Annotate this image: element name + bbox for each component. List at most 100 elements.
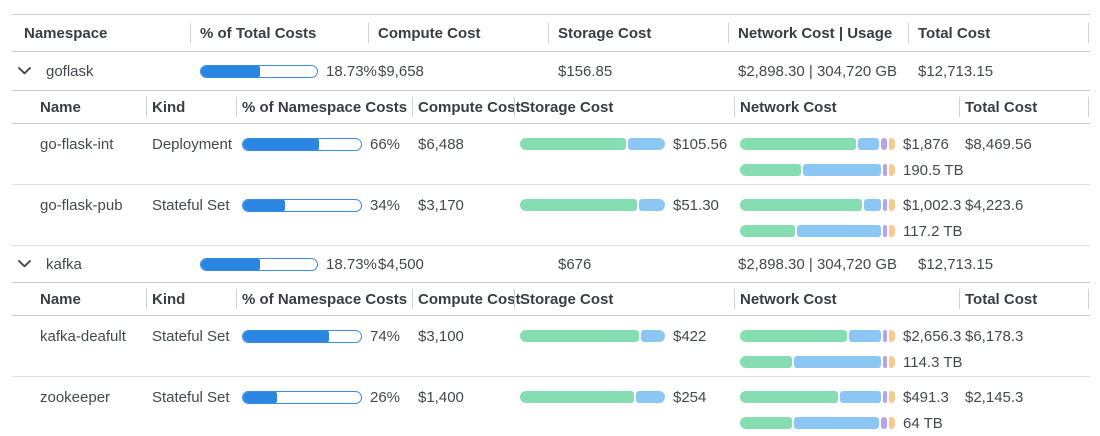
pct-of-total-bar-fill bbox=[201, 258, 261, 270]
bar-segment-green bbox=[740, 138, 857, 150]
bar-segment-blue bbox=[794, 356, 881, 368]
bar-segment-blue bbox=[640, 330, 665, 342]
network-usage-value: 64 TB bbox=[903, 414, 943, 432]
col-compute-cost: Compute Cost bbox=[418, 98, 521, 116]
col-storage-cost: Storage Cost bbox=[520, 290, 614, 308]
bar-segment-green bbox=[740, 164, 802, 176]
pct-of-namespace-bar-fill bbox=[243, 199, 286, 211]
storage-cost-value: $105.56 bbox=[673, 135, 728, 153]
network-cost-value: $2,656.3 bbox=[903, 327, 962, 345]
header-divider bbox=[190, 23, 191, 43]
workload-kind: Stateful Set bbox=[152, 327, 230, 345]
bar-segment-blue bbox=[840, 391, 881, 403]
network-cost-bar bbox=[740, 199, 895, 211]
namespace-compute-cost: $9,658 bbox=[378, 62, 424, 80]
namespace-row-goflask[interactable]: goflask 18.73% $9,658 $156.85 $2,898.30 … bbox=[12, 52, 1090, 90]
bar-segment-orange bbox=[889, 138, 895, 150]
pct-of-namespace-bar-fill bbox=[243, 138, 319, 150]
workload-row-go-flask-pub[interactable]: go-flask-pub Stateful Set 34% $3,170 $51… bbox=[12, 185, 1090, 246]
workload-kind: Stateful Set bbox=[152, 196, 230, 214]
storage-cost-bar bbox=[520, 391, 665, 403]
network-usage-value: 117.2 TB bbox=[903, 222, 963, 240]
bar-segment-orange bbox=[889, 330, 895, 342]
namespace-row-kafka[interactable]: kafka 18.73% $4,500 $676 $2,898.30 | 304… bbox=[12, 246, 1090, 282]
col-total-cost: Total Cost bbox=[965, 98, 1038, 116]
namespace-total-cost: $12,713.15 bbox=[918, 62, 994, 80]
pct-of-namespace-bar-fill bbox=[243, 391, 278, 403]
bar-segment-orange bbox=[889, 356, 895, 368]
header-divider bbox=[734, 289, 735, 309]
header-divider bbox=[146, 289, 147, 309]
namespace-name: goflask bbox=[46, 62, 94, 80]
pct-of-namespace-value: 34% bbox=[370, 196, 401, 214]
pct-of-namespace-value: 74% bbox=[370, 327, 401, 345]
col-pct-total-costs: % of Total Costs bbox=[200, 24, 317, 42]
bar-segment-green bbox=[740, 391, 839, 403]
network-usage-bar bbox=[740, 417, 895, 429]
col-name: Name bbox=[40, 98, 81, 116]
storage-cost-bar bbox=[520, 330, 665, 342]
chevron-down-icon[interactable] bbox=[18, 52, 31, 90]
network-cost-value: $1,002.3 bbox=[903, 196, 962, 214]
pct-of-total-value: 18.73% bbox=[326, 255, 377, 273]
workload-compute-cost: $1,400 bbox=[418, 388, 464, 406]
namespace-table-header: Namespace % of Total Costs Compute Cost … bbox=[12, 14, 1090, 52]
col-total-cost: Total Cost bbox=[965, 290, 1038, 308]
workload-row-zookeeper[interactable]: zookeeper Stateful Set 26% $1,400 $254 bbox=[12, 377, 1090, 436]
namespace-storage-cost: $676 bbox=[558, 255, 592, 273]
bar-segment-purple bbox=[881, 138, 888, 150]
bar-segment-orange bbox=[889, 199, 895, 211]
bar-segment-blue bbox=[797, 225, 881, 237]
network-cost-bar bbox=[740, 391, 895, 403]
storage-cost-value: $254 bbox=[673, 388, 707, 406]
header-divider bbox=[514, 289, 515, 309]
network-cost-bar bbox=[740, 330, 895, 342]
bar-segment-green bbox=[520, 199, 638, 211]
pct-of-total-bar-fill bbox=[201, 65, 261, 77]
col-network-cost: Network Cost bbox=[740, 290, 837, 308]
header-divider bbox=[236, 97, 237, 117]
bar-segment-orange bbox=[889, 225, 895, 237]
storage-cost-bar bbox=[520, 138, 665, 150]
storage-cost-value: $51.30 bbox=[673, 196, 719, 214]
storage-cost-bar bbox=[520, 199, 665, 211]
network-cost-bar bbox=[740, 138, 895, 150]
pct-of-namespace-bar bbox=[242, 198, 362, 212]
pct-of-total-value: 18.73% bbox=[326, 62, 377, 80]
header-divider bbox=[1088, 289, 1089, 309]
network-usage-bar bbox=[740, 356, 895, 368]
col-kind: Kind bbox=[152, 98, 186, 116]
col-pct-namespace: % of Namespace Costs bbox=[242, 98, 408, 116]
bar-segment-orange bbox=[889, 164, 895, 176]
col-network-cost: Network Cost bbox=[740, 98, 837, 116]
col-name: Name bbox=[40, 290, 81, 308]
bar-segment-green bbox=[520, 330, 639, 342]
workload-compute-cost: $6,488 bbox=[418, 135, 464, 153]
bar-segment-purple bbox=[882, 391, 888, 403]
header-divider bbox=[548, 23, 549, 43]
header-divider bbox=[368, 23, 369, 43]
namespace-network-cost-usage: $2,898.30 | 304,720 GB bbox=[738, 255, 898, 273]
chevron-down-icon[interactable] bbox=[18, 246, 31, 282]
header-divider bbox=[514, 97, 515, 117]
col-network-cost-usage: Network Cost | Usage bbox=[738, 24, 893, 42]
header-divider bbox=[959, 289, 960, 309]
bar-segment-purple bbox=[882, 199, 888, 211]
network-usage-value: 190.5 TB bbox=[903, 161, 964, 179]
col-storage-cost: Storage Cost bbox=[558, 24, 652, 42]
pct-of-namespace-bar bbox=[242, 329, 362, 343]
header-divider bbox=[1088, 23, 1089, 43]
workload-total-cost: $6,178.3 bbox=[965, 327, 1024, 345]
workload-row-kafka-deafult[interactable]: kafka-deafult Stateful Set 74% $3,100 $4… bbox=[12, 316, 1090, 377]
namespace-compute-cost: $4,500 bbox=[378, 255, 424, 273]
workload-name: go-flask-int bbox=[40, 135, 114, 153]
workload-row-go-flask-int[interactable]: go-flask-int Deployment 66% $6,488 $105.… bbox=[12, 124, 1090, 185]
bar-segment-purple bbox=[882, 356, 888, 368]
bar-segment-purple bbox=[882, 164, 888, 176]
workload-name: go-flask-pub bbox=[40, 196, 123, 214]
network-usage-bar bbox=[740, 225, 895, 237]
header-divider bbox=[412, 289, 413, 309]
bar-segment-green bbox=[740, 356, 793, 368]
header-divider bbox=[734, 97, 735, 117]
